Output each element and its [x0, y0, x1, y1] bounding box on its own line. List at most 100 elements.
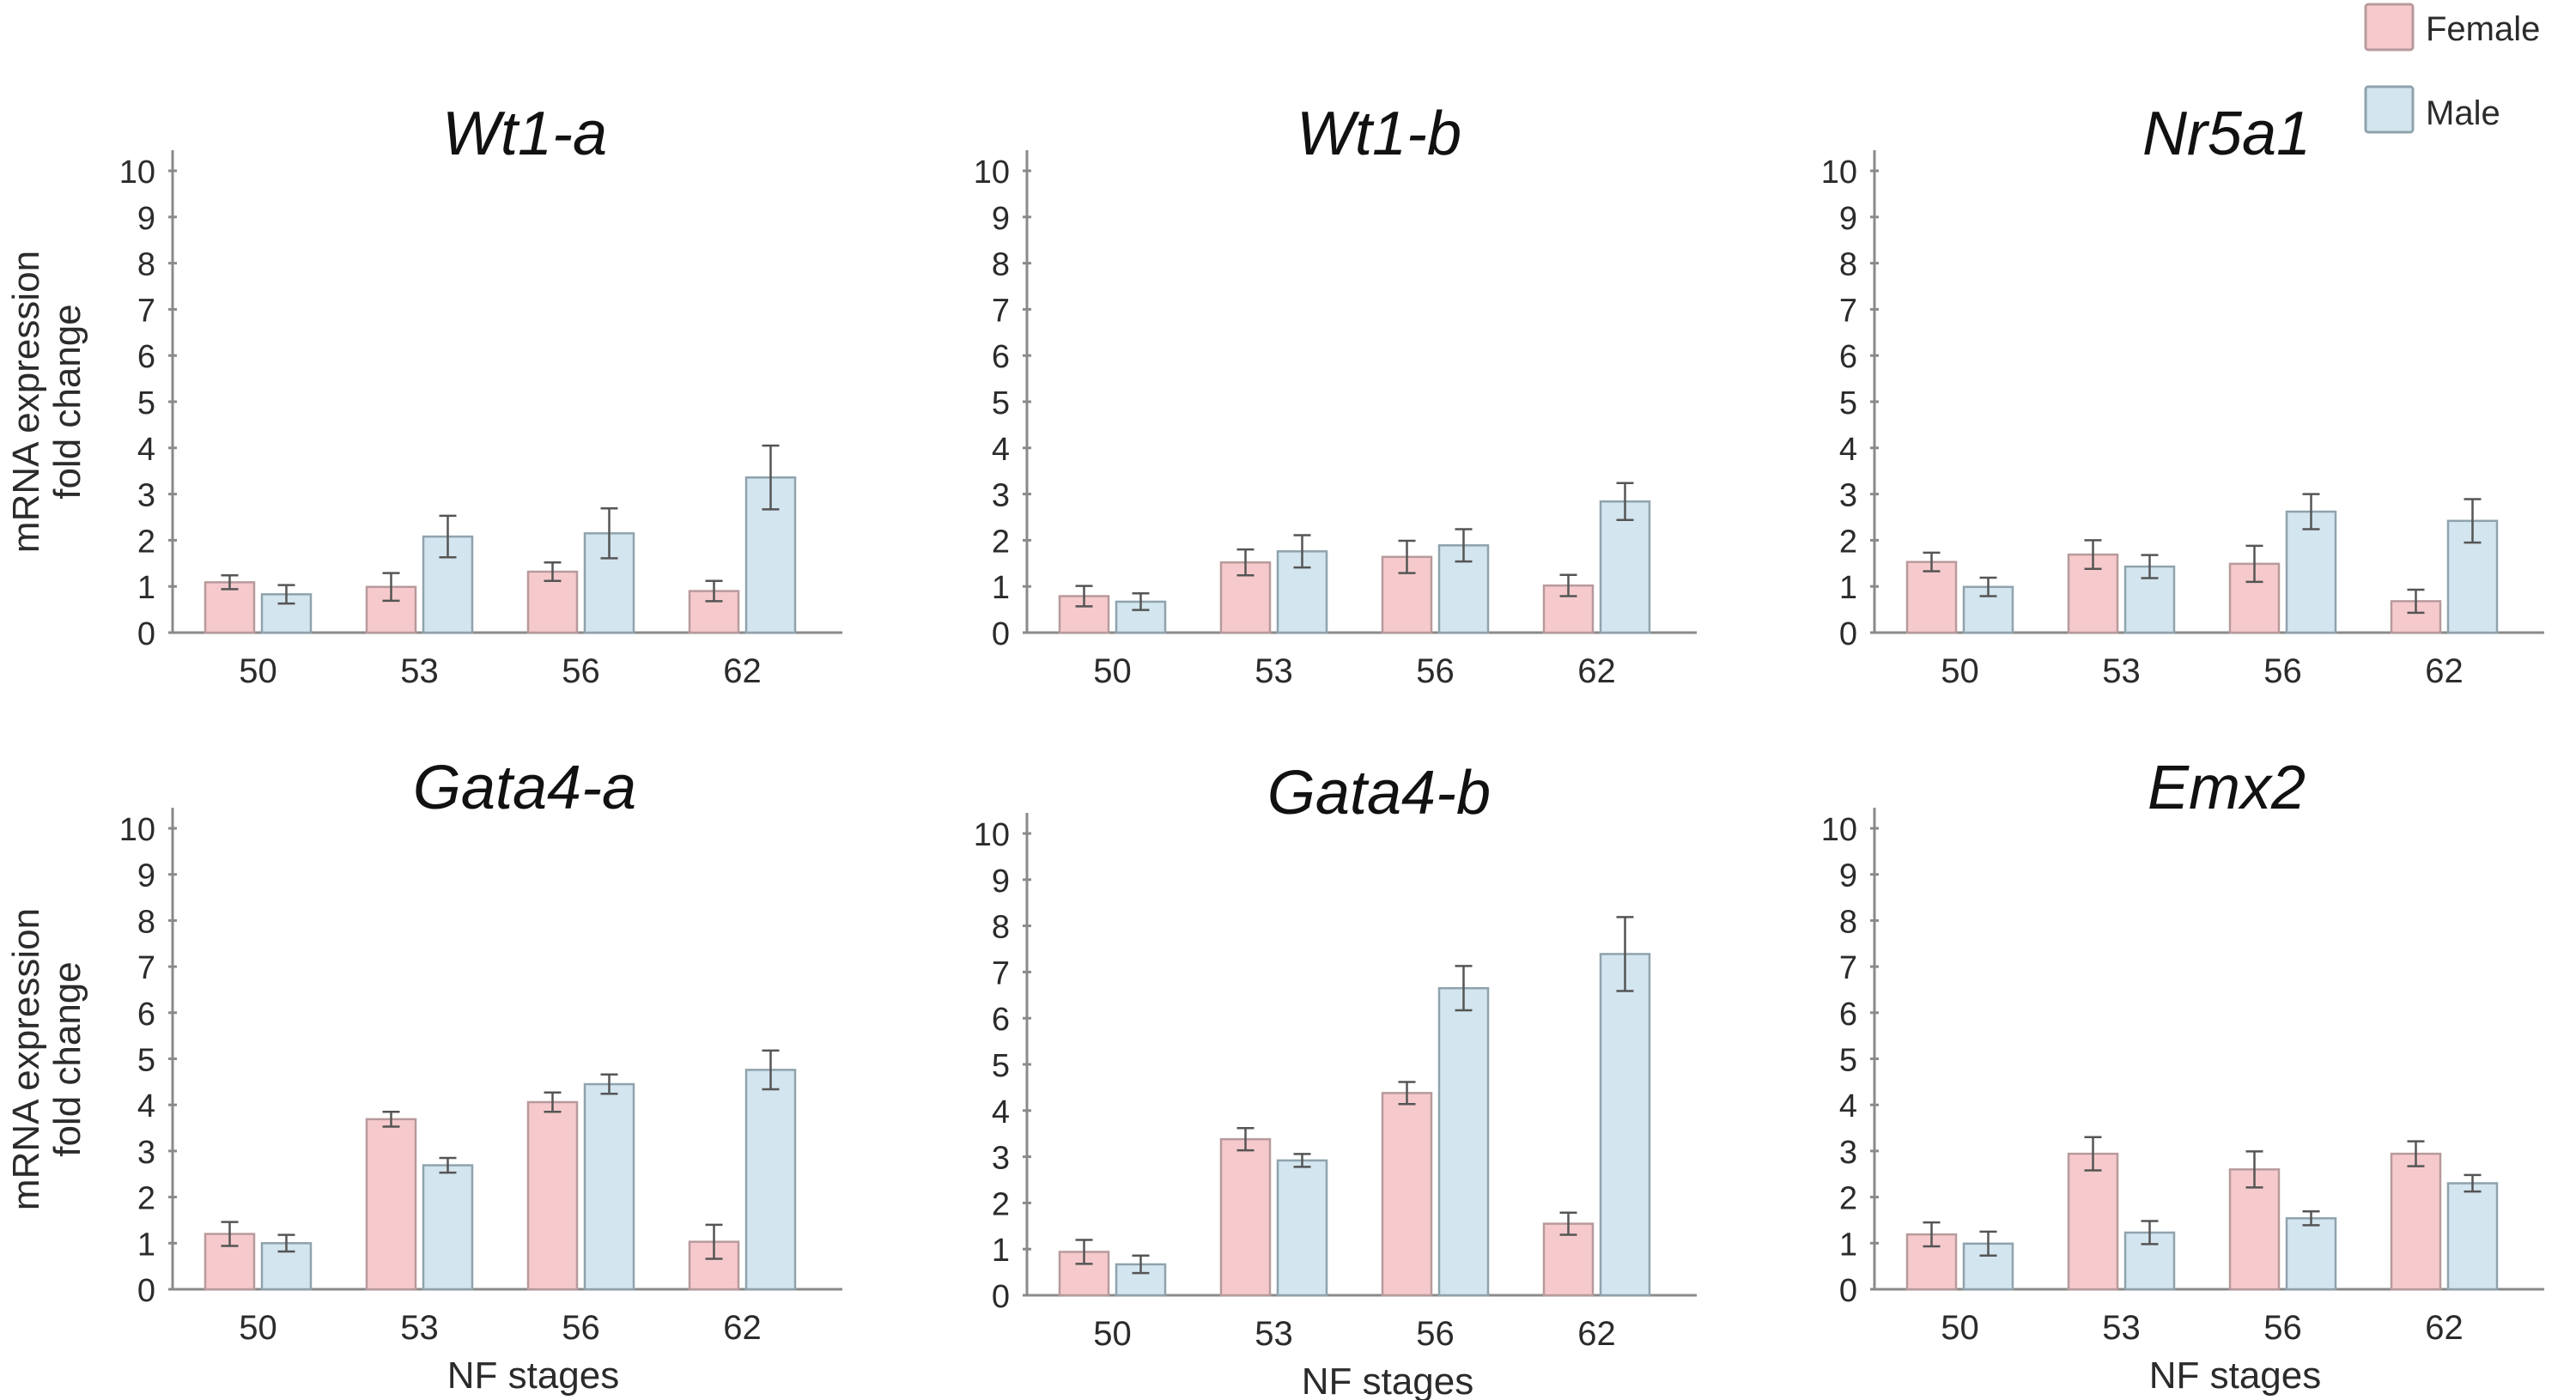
x-tick-label-53: 53: [1255, 1315, 1293, 1353]
y-tick-label: 9: [1839, 201, 1857, 237]
bar-male-62: [2446, 1182, 2499, 1291]
bar-male-62: [2446, 519, 2499, 634]
bar-male-56: [2285, 510, 2337, 634]
bar-female-56: [2228, 1168, 2281, 1291]
y-tick-label: 7: [137, 950, 155, 986]
x-tick-label-56: 56: [2263, 1309, 2302, 1347]
y-tick-label: 3: [137, 478, 155, 514]
y-tick-label: 6: [992, 339, 1010, 375]
bar-female-53: [2067, 553, 2119, 634]
y-tick-label: 5: [137, 1043, 155, 1079]
y-tick-label: 1: [992, 570, 1010, 606]
y-tick-label: 6: [1839, 997, 1857, 1033]
legend-label-female: Female: [2426, 10, 2540, 48]
y-tick-label: 8: [992, 247, 1010, 283]
y-tick-label: 4: [1839, 1088, 1857, 1124]
y-tick-label: 9: [137, 201, 155, 237]
y-tick-label: 2: [1839, 524, 1857, 560]
y-tick-label: 3: [1839, 478, 1857, 514]
bar-male-53: [1276, 550, 1328, 634]
panel-title: Wt1-a: [442, 100, 607, 168]
legend: Female Male: [2364, 3, 2540, 134]
x-tick-label-50: 50: [1093, 652, 1132, 690]
x-tick-label-50: 50: [1093, 1315, 1132, 1353]
y-tick-label: 1: [1839, 570, 1857, 606]
y-axis-title-bottom: mRNA expression fold change: [5, 908, 88, 1210]
bar-female-62: [2390, 1152, 2442, 1291]
x-tick-label-50: 50: [239, 1309, 277, 1347]
x-tick-label-62: 62: [2425, 1309, 2464, 1347]
x-tick-label-53: 53: [2102, 1309, 2141, 1347]
bar-female-56: [526, 1100, 579, 1291]
y-tick-label: 2: [1839, 1181, 1857, 1217]
x-axis-title: NF stages: [447, 1355, 620, 1397]
y-tick-label: 8: [1839, 904, 1857, 940]
y-tick-label: 4: [137, 432, 155, 468]
y-tick-label: 5: [1839, 385, 1857, 421]
y-tick-label: 5: [992, 385, 1010, 421]
y-tick-label: 0: [992, 1279, 1010, 1315]
bar-male-56: [2285, 1217, 2337, 1291]
x-tick-label-50: 50: [1941, 652, 1979, 690]
y-axis-title-top: mRNA expression fold change: [5, 251, 88, 553]
x-tick-label-62: 62: [2425, 652, 2464, 690]
x-tick-label-50: 50: [239, 652, 277, 690]
panel-title: Emx2: [2148, 754, 2306, 822]
x-tick-label-50: 50: [1941, 1309, 1979, 1347]
y-tick-label: 2: [137, 1181, 155, 1217]
x-tick-label-53: 53: [400, 1309, 439, 1347]
panel-title: Gata4-b: [1267, 759, 1491, 827]
y-tick-label: 3: [992, 1141, 1010, 1177]
y-tick-label: 10: [974, 155, 1010, 191]
y-tick-label: 4: [992, 1094, 1010, 1130]
y-tick-label: 8: [137, 904, 155, 940]
x-tick-label-53: 53: [400, 652, 439, 690]
y-tick-label: 3: [992, 478, 1010, 514]
y-tick-label: 2: [992, 1186, 1010, 1222]
y-tick-label: 8: [1839, 247, 1857, 283]
y-axis-title-line2: fold change: [46, 304, 88, 500]
x-tick-label-56: 56: [562, 1309, 600, 1347]
y-tick-label: 7: [1839, 293, 1857, 329]
bar-female-53: [2067, 1152, 2119, 1291]
y-tick-label: 0: [137, 616, 155, 652]
bar-male-56: [583, 1082, 635, 1291]
y-tick-label: 6: [992, 1002, 1010, 1038]
y-tick-label: 1: [137, 570, 155, 606]
bar-female-56: [1381, 1092, 1433, 1297]
x-tick-label-62: 62: [723, 1309, 762, 1347]
bar-male-62: [1599, 500, 1651, 634]
y-tick-label: 10: [1821, 155, 1857, 191]
x-tick-label-56: 56: [562, 652, 600, 690]
x-axis-title: NF stages: [2149, 1355, 2322, 1397]
y-axis-title-line2: fold change: [46, 961, 88, 1157]
y-tick-label: 7: [1839, 950, 1857, 986]
bar-female-53: [365, 1118, 417, 1291]
y-tick-label: 4: [1839, 432, 1857, 468]
legend-swatch-female: [2364, 3, 2415, 52]
x-tick-label-62: 62: [723, 652, 762, 690]
bar-male-53: [1276, 1159, 1328, 1297]
y-axis-title-line1: mRNA expression: [5, 908, 47, 1210]
legend-label-male: Male: [2426, 94, 2500, 132]
bar-female-53: [1219, 1137, 1272, 1297]
y-tick-label: 4: [137, 1088, 155, 1124]
x-tick-label-62: 62: [1577, 1315, 1616, 1353]
y-tick-label: 2: [137, 524, 155, 560]
y-tick-label: 8: [992, 910, 1010, 946]
bar-male-62: [744, 1069, 797, 1291]
y-tick-label: 3: [137, 1135, 155, 1171]
y-tick-label: 7: [137, 293, 155, 329]
x-tick-label-62: 62: [1577, 652, 1616, 690]
y-tick-label: 5: [992, 1048, 1010, 1084]
x-tick-label-53: 53: [2102, 652, 2141, 690]
y-tick-label: 3: [1839, 1135, 1857, 1171]
y-tick-label: 9: [137, 858, 155, 894]
x-tick-label-56: 56: [1416, 1315, 1455, 1353]
y-tick-label: 9: [992, 201, 1010, 237]
y-tick-label: 10: [1821, 812, 1857, 848]
legend-swatch-male: [2364, 85, 2415, 134]
y-tick-label: 1: [1839, 1227, 1857, 1263]
